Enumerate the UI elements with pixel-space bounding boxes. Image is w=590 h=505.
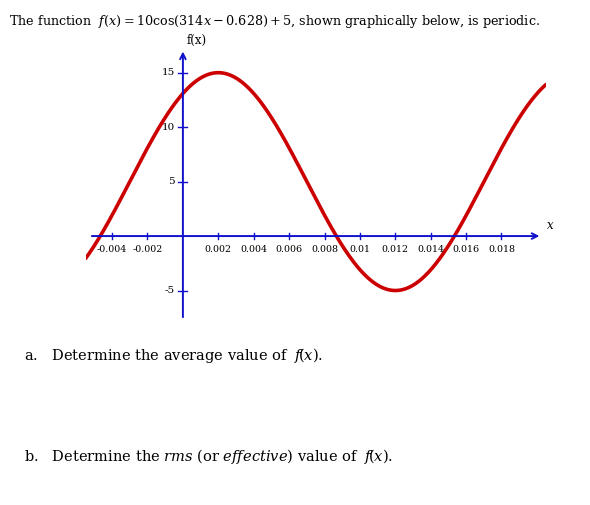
Text: 10: 10 [162,123,175,132]
Text: -0.002: -0.002 [132,245,163,254]
Text: The function  $f(x)=10\cos(314x-0.628)+5$, shown graphically below, is periodic.: The function $f(x)=10\cos(314x-0.628)+5$… [9,13,540,30]
Text: f(x): f(x) [187,33,207,46]
Text: -0.004: -0.004 [97,245,127,254]
Text: 15: 15 [162,68,175,77]
Text: 0.016: 0.016 [453,245,480,254]
Text: a.   Determine the average value of  $f\!\left(x\right)$.: a. Determine the average value of $f\!\l… [24,346,323,365]
Text: 0.018: 0.018 [488,245,515,254]
Text: 0.01: 0.01 [349,245,371,254]
Text: x: x [546,219,553,232]
Text: 0.012: 0.012 [382,245,409,254]
Text: -5: -5 [165,286,175,295]
Text: 5: 5 [168,177,175,186]
Text: 0.008: 0.008 [311,245,338,254]
Text: 0.014: 0.014 [417,245,444,254]
Text: b.   Determine the $\mathit{rms}$ (or $\mathit{effective}$) value of  $f\!\left(: b. Determine the $\mathit{rms}$ (or $\ma… [24,447,392,466]
Text: 0.006: 0.006 [276,245,303,254]
Text: 0.002: 0.002 [205,245,232,254]
Text: 0.004: 0.004 [240,245,267,254]
